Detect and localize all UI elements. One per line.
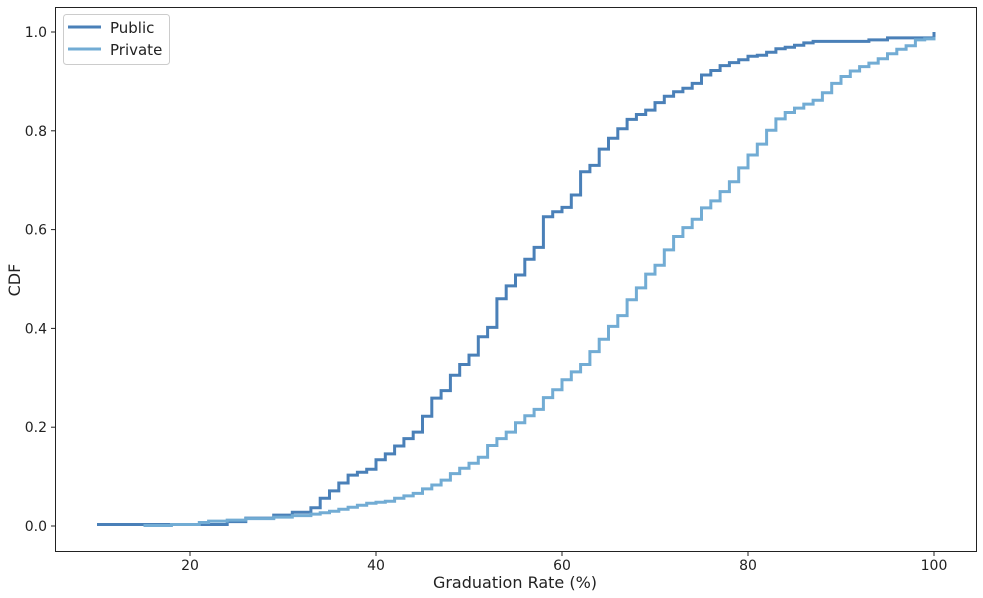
series-line-public xyxy=(97,32,936,526)
y-tick-label: 0.8 xyxy=(25,124,47,140)
y-axis-ticks: 0.0 0.2 0.4 0.6 0.8 1.0 xyxy=(25,25,56,535)
y-tick-label: 0.6 xyxy=(25,223,47,239)
legend-label-private: Private xyxy=(110,41,162,59)
y-axis-label: CDF xyxy=(5,264,24,297)
x-tick-label: 80 xyxy=(739,558,757,574)
y-tick-label: 0.0 xyxy=(25,519,47,535)
x-tick-label: 100 xyxy=(921,558,948,574)
plot-area xyxy=(97,32,936,527)
x-tick-label: 20 xyxy=(181,558,199,574)
x-tick-label: 40 xyxy=(367,558,385,574)
y-tick-label: 0.4 xyxy=(25,321,47,337)
series-line-private xyxy=(143,36,936,527)
y-tick-label: 0.2 xyxy=(25,420,47,436)
legend-label-public: Public xyxy=(110,19,154,37)
x-axis-label: Graduation Rate (%) xyxy=(433,573,597,592)
x-tick-label: 60 xyxy=(553,558,571,574)
legend: Public Private xyxy=(63,14,170,65)
y-tick-label: 1.0 xyxy=(25,25,47,41)
x-axis-ticks: 20 40 60 80 100 xyxy=(181,551,948,574)
axes-frame xyxy=(55,7,977,552)
